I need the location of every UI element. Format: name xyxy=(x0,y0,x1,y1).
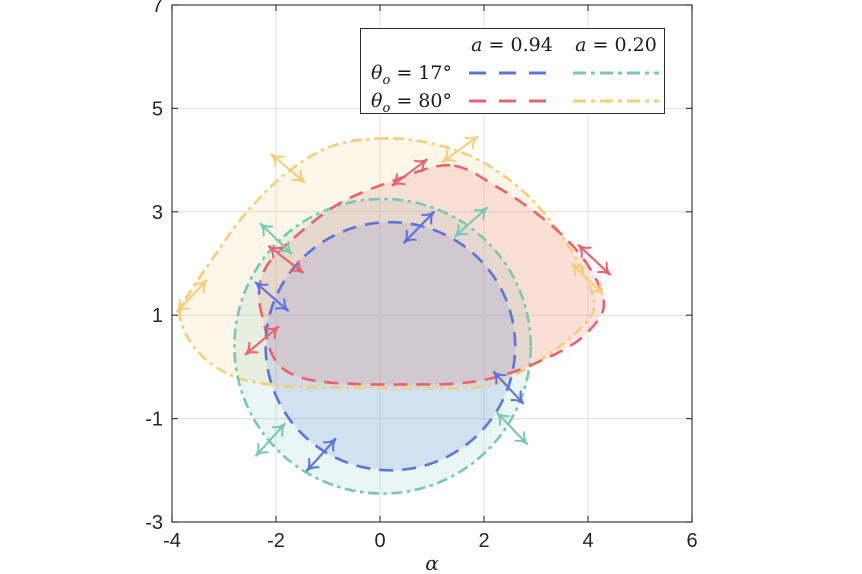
arrowhead-a020-th17 xyxy=(281,422,286,437)
polarization-arrow-a094-th17 xyxy=(254,281,289,312)
legend: a = 0.94 a = 0.20 θo = 17° θo = 80° xyxy=(360,28,665,114)
y-tick-label: 7 xyxy=(152,0,163,17)
arrowhead-a020-th17 xyxy=(514,439,528,445)
polarization-arrow-a094-th80 xyxy=(268,245,304,274)
legend-var-a: a xyxy=(471,33,483,56)
legend-line-sample-teal xyxy=(573,71,659,75)
polarization-arrow-a094-th80 xyxy=(244,325,280,356)
legend-sub-o: o xyxy=(382,100,391,116)
arrowhead-a020-th17 xyxy=(278,249,293,255)
polarization-arrow-a020-th17 xyxy=(254,422,286,457)
arrowhead-a094-th17 xyxy=(403,229,408,244)
legend-value: = 0.94 xyxy=(482,33,553,56)
arrowhead-a094-th80 xyxy=(268,245,283,250)
arrowhead-a094-th17 xyxy=(510,398,524,405)
legend-col-header-a094: a = 0.94 xyxy=(469,34,555,56)
arrowhead-a020-th17 xyxy=(454,223,460,238)
arrowhead-a094-th80 xyxy=(391,173,398,187)
legend-sample-cell xyxy=(469,96,573,106)
arrowhead-a094-th17 xyxy=(305,457,311,472)
legend-row-label-theta80: θo = 80° xyxy=(371,89,469,116)
legend-value: = 80° xyxy=(390,89,452,112)
x-tick-label: 6 xyxy=(686,530,697,552)
arrowhead-a020-th17 xyxy=(482,206,488,221)
y-tick-label: -1 xyxy=(145,409,163,431)
y-tick-label: 1 xyxy=(152,305,163,327)
arrowhead-a094-th17 xyxy=(275,307,289,312)
arrowhead-a020-th80 xyxy=(202,279,208,294)
arrowhead-a020-th80 xyxy=(291,178,306,184)
legend-sub-o: o xyxy=(382,72,391,88)
arrowhead-a094-th17 xyxy=(332,437,337,452)
arrowhead-a020-th80 xyxy=(176,298,181,313)
polarization-arrow-a094-th80 xyxy=(391,158,428,187)
legend-var-theta: θ xyxy=(371,89,383,112)
contour-fill-a020-th80 xyxy=(179,138,595,389)
arrowhead-a094-th80 xyxy=(289,269,304,274)
arrowhead-a020-th17 xyxy=(255,442,260,457)
arrowhead-a020-th80 xyxy=(270,153,285,158)
contour-fill-a020-th17 xyxy=(234,198,531,494)
legend-value: = 0.20 xyxy=(586,33,657,56)
contour-fill-a094-th17 xyxy=(265,222,516,471)
arrowhead-a020-th80 xyxy=(471,135,479,149)
y-tick-label: -3 xyxy=(145,512,163,534)
legend-sample-cell xyxy=(573,68,665,78)
arrowhead-a020-th80 xyxy=(590,290,604,295)
legend-sample-cell xyxy=(469,68,573,78)
polarization-arrow-a020-th80 xyxy=(176,279,208,313)
arrowhead-a094-th80 xyxy=(244,341,251,356)
arrowhead-a020-th17 xyxy=(259,222,274,228)
x-tick-label: 0 xyxy=(374,530,385,552)
arrowhead-a094-th80 xyxy=(597,270,611,276)
x-tick-label: -2 xyxy=(267,530,285,552)
plot-border xyxy=(171,4,693,523)
arrowhead-a094-th80 xyxy=(577,244,592,249)
arrowhead-a094-th80 xyxy=(273,325,280,340)
x-axis-label: α xyxy=(425,551,439,574)
arrowhead-a094-th80 xyxy=(421,158,428,172)
x-tick-label: 4 xyxy=(582,530,593,552)
polarization-arrow-a094-th17 xyxy=(403,210,435,244)
contour-fill-a094-th80 xyxy=(258,165,604,385)
polarization-arrow-a020-th17 xyxy=(454,206,488,238)
legend-line-sample-blue xyxy=(469,71,555,75)
legend-var-theta: θ xyxy=(371,62,383,84)
contour-a020-th17 xyxy=(233,197,533,495)
contour-a094-th17 xyxy=(264,220,517,472)
legend-sample-cell xyxy=(573,96,665,106)
polarization-arrow-a020-th80 xyxy=(571,263,604,295)
polarization-arrow-a020-th80 xyxy=(441,135,479,163)
arrowhead-a094-th17 xyxy=(254,281,269,286)
x-tick-label: -4 xyxy=(163,530,181,552)
contour-a094-th80 xyxy=(257,163,606,386)
legend-line-sample-red xyxy=(469,99,555,102)
polarization-arrow-a020-th80 xyxy=(270,153,306,184)
legend-row-label-theta17: θo = 17° xyxy=(371,62,469,87)
arrowhead-a020-th17 xyxy=(496,412,510,418)
arrowhead-a020-th80 xyxy=(441,149,449,163)
polarization-arrow-a094-th17 xyxy=(305,437,337,472)
polarization-arrow-a094-th17 xyxy=(492,370,525,405)
legend-var-a: a xyxy=(575,33,587,56)
legend-value: = 17° xyxy=(390,62,452,84)
polarization-arrow-a094-th80 xyxy=(577,244,611,276)
x-tick-label: 2 xyxy=(478,530,489,552)
legend-col-header-a020: a = 0.20 xyxy=(573,34,659,56)
polarization-arrow-a020-th17 xyxy=(496,412,528,445)
polarization-arrow-a020-th17 xyxy=(259,222,293,255)
arrowhead-a094-th17 xyxy=(430,210,435,225)
y-tick-label: 3 xyxy=(152,202,163,224)
arrowhead-a094-th17 xyxy=(492,370,507,377)
arrowhead-a020-th80 xyxy=(571,263,585,268)
y-tick-label: 5 xyxy=(152,98,163,120)
legend-line-sample-yellow xyxy=(573,99,659,102)
